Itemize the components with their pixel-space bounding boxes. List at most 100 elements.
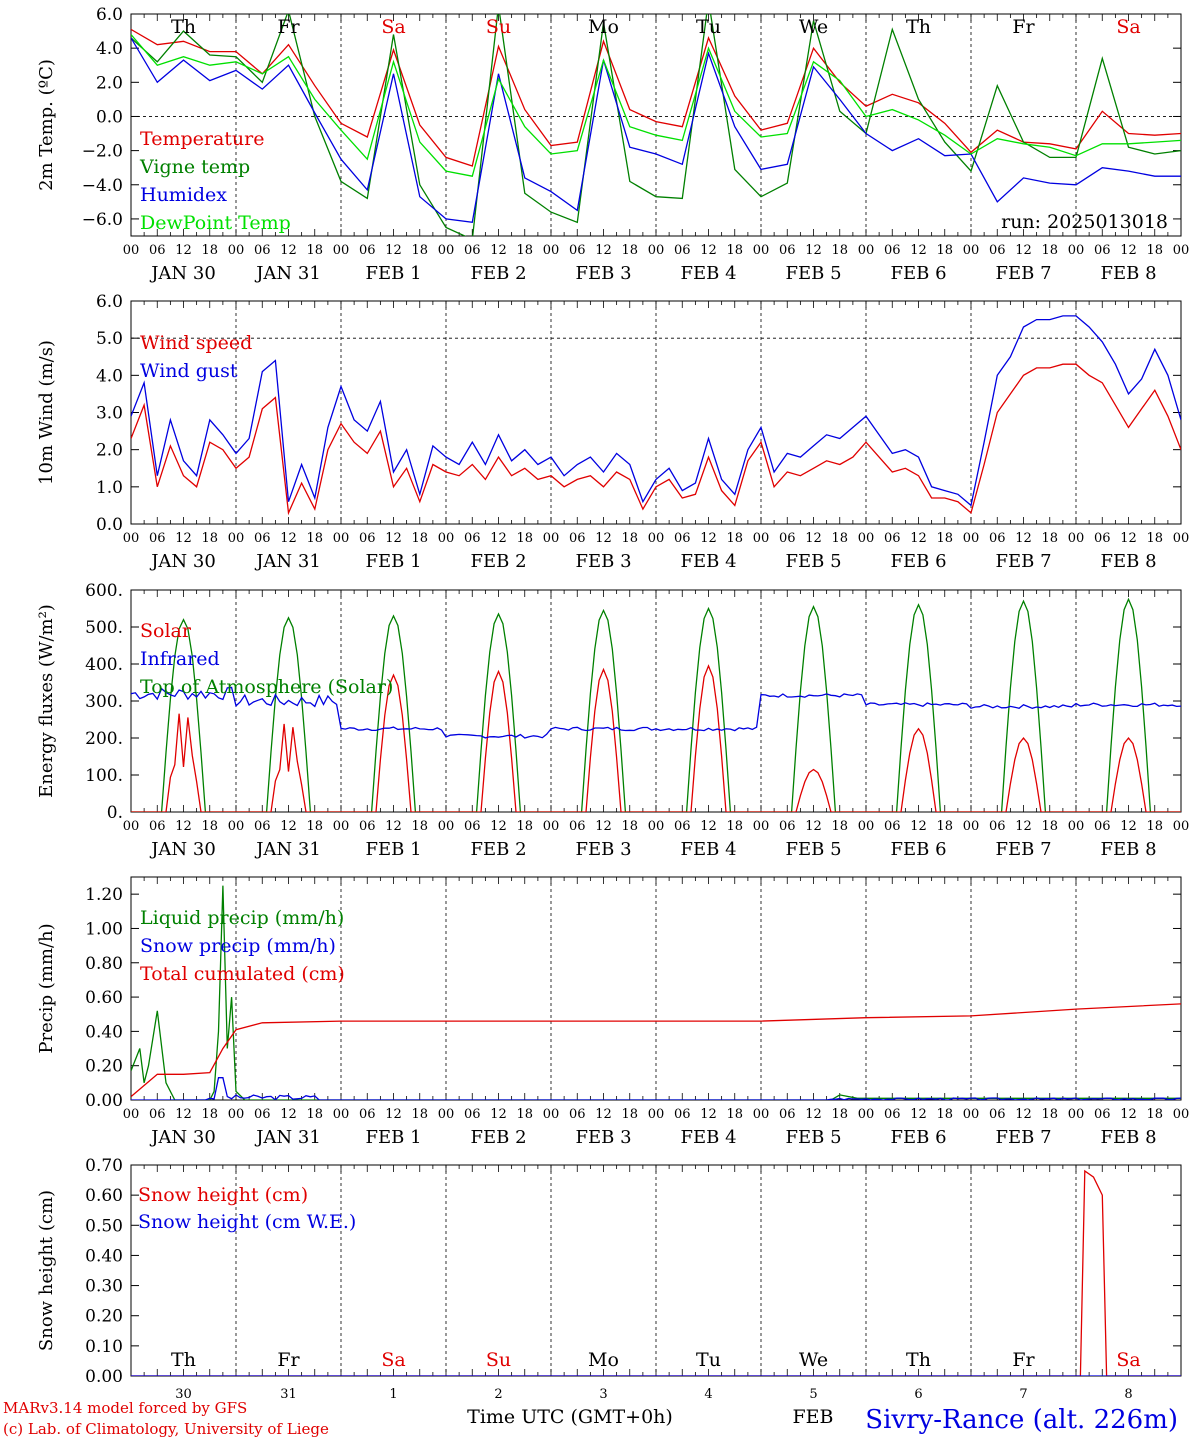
- y-tick-label: 4.0: [96, 366, 123, 386]
- legend-entry: Liquid precip (mm/h): [140, 907, 344, 929]
- hour-tick-label: 12: [1015, 819, 1032, 834]
- hour-tick-label: 06: [779, 1107, 796, 1122]
- hour-tick-label: 12: [595, 1107, 612, 1122]
- day-number-label: 8: [1124, 1387, 1132, 1402]
- date-label: FEB 2: [470, 551, 526, 572]
- date-label: FEB 4: [680, 839, 736, 860]
- hour-tick-label: 00: [123, 1107, 140, 1122]
- day-number-label: 6: [914, 1387, 922, 1402]
- y-tick-label: 0.70: [85, 1156, 123, 1176]
- series-line-humidex: [131, 37, 1181, 224]
- hour-tick-label: 00: [333, 243, 350, 258]
- weekday-label: Fr: [277, 1349, 300, 1371]
- weekday-label: Th: [171, 16, 196, 38]
- y-tick-label: −2.0: [82, 142, 123, 162]
- y-tick-label: 0.00: [85, 1367, 123, 1387]
- date-label: FEB 2: [470, 263, 526, 284]
- legend-entry: Snow height (cm W.E.): [138, 1211, 356, 1233]
- y-tick-label: 1.00: [85, 919, 123, 939]
- hour-tick-label: 00: [858, 531, 875, 546]
- hour-tick-label: 06: [359, 243, 376, 258]
- y-tick-label: 2.0: [96, 441, 123, 461]
- hour-tick-label: 12: [595, 531, 612, 546]
- day-number-label: 30: [175, 1387, 192, 1402]
- hour-tick-label: 00: [543, 531, 560, 546]
- hour-tick-label: 06: [884, 1107, 901, 1122]
- hour-tick-label: 00: [333, 1107, 350, 1122]
- hour-tick-label: 12: [700, 1107, 717, 1122]
- hour-tick-label: 12: [1015, 1107, 1032, 1122]
- hour-tick-label: 00: [228, 819, 245, 834]
- date-label: FEB 8: [1100, 839, 1156, 860]
- hour-tick-label: 00: [438, 1107, 455, 1122]
- weekday-label: Fr: [1012, 1349, 1035, 1371]
- series-line-total-cumulated: [131, 1003, 1181, 1098]
- weekday-label: Sa: [381, 16, 405, 38]
- hour-tick-label: 00: [753, 243, 770, 258]
- y-tick-label: 1.0: [96, 478, 123, 498]
- hour-tick-label: 06: [254, 819, 271, 834]
- hour-tick-label: 06: [674, 243, 691, 258]
- hour-tick-label: 06: [464, 531, 481, 546]
- y-tick-label: 600.: [85, 581, 123, 601]
- hour-tick-label: 18: [621, 531, 638, 546]
- hour-tick-label: 00: [858, 1107, 875, 1122]
- y-tick-label: 100.: [85, 766, 123, 786]
- hour-tick-label: 12: [280, 819, 297, 834]
- weekday-label: Sa: [1116, 16, 1140, 38]
- hour-tick-label: 06: [674, 1107, 691, 1122]
- legend-entry: Snow precip (mm/h): [140, 935, 336, 957]
- date-label: FEB 1: [365, 1127, 421, 1148]
- weekday-label: Th: [906, 16, 931, 38]
- weekday-label: Mo: [588, 1349, 619, 1371]
- day-number-label: 1: [389, 1387, 397, 1402]
- y-tick-label: 0.20: [85, 1057, 123, 1077]
- hour-tick-label: 12: [385, 531, 402, 546]
- hour-tick-label: 18: [306, 819, 323, 834]
- hour-tick-label: 06: [254, 1107, 271, 1122]
- panel-frame: [130, 300, 1182, 525]
- hour-tick-label: 00: [648, 531, 665, 546]
- hour-tick-label: 06: [989, 531, 1006, 546]
- hour-tick-label: 18: [411, 819, 428, 834]
- y-tick-label: 0.20: [85, 1307, 123, 1327]
- weekday-label: We: [799, 1349, 828, 1371]
- day-number-label: 3: [599, 1387, 607, 1402]
- hour-tick-label: 18: [621, 819, 638, 834]
- y-tick-label: 6.0: [96, 292, 123, 312]
- hour-tick-label: 06: [674, 531, 691, 546]
- date-label: FEB 3: [575, 263, 631, 284]
- hour-tick-label: 12: [910, 1107, 927, 1122]
- hour-tick-label: 18: [516, 531, 533, 546]
- hour-tick-label: 06: [149, 243, 166, 258]
- hour-tick-label: 00: [648, 243, 665, 258]
- weekday-label: Th: [906, 1349, 931, 1371]
- hour-tick-label: 12: [1120, 243, 1137, 258]
- hour-tick-label: 18: [831, 243, 848, 258]
- series-line-wind-gust: [131, 315, 1181, 507]
- hour-tick-label: 12: [175, 819, 192, 834]
- hour-tick-label: 00: [963, 243, 980, 258]
- y-tick-label: 300.: [85, 692, 123, 712]
- hour-tick-label: 00: [228, 1107, 245, 1122]
- y-tick-label: 0.0: [96, 515, 123, 535]
- y-tick-label: 0.00: [85, 1091, 123, 1111]
- legend-entry: Top of Atmosphere (Solar): [140, 676, 393, 698]
- y-tick-label: 400.: [85, 655, 123, 675]
- y-tick-label: 1.20: [85, 885, 123, 905]
- hour-tick-label: 18: [726, 819, 743, 834]
- date-label: FEB 6: [890, 839, 946, 860]
- hour-tick-label: 12: [910, 531, 927, 546]
- y-tick-label: 0.30: [85, 1277, 123, 1297]
- weekday-label: Tu: [696, 1349, 721, 1371]
- series-line-liquid-precip: [131, 885, 1181, 1100]
- feb-label: FEB: [792, 1406, 833, 1428]
- hour-tick-label: 12: [805, 819, 822, 834]
- hour-tick-label: 00: [963, 819, 980, 834]
- hour-tick-label: 12: [700, 243, 717, 258]
- hour-tick-label: 18: [1146, 1107, 1163, 1122]
- x-axis-title: Time UTC (GMT+0h): [467, 1406, 673, 1428]
- date-label: FEB 7: [995, 551, 1051, 572]
- hour-tick-label: 18: [201, 531, 218, 546]
- hour-tick-label: 12: [175, 243, 192, 258]
